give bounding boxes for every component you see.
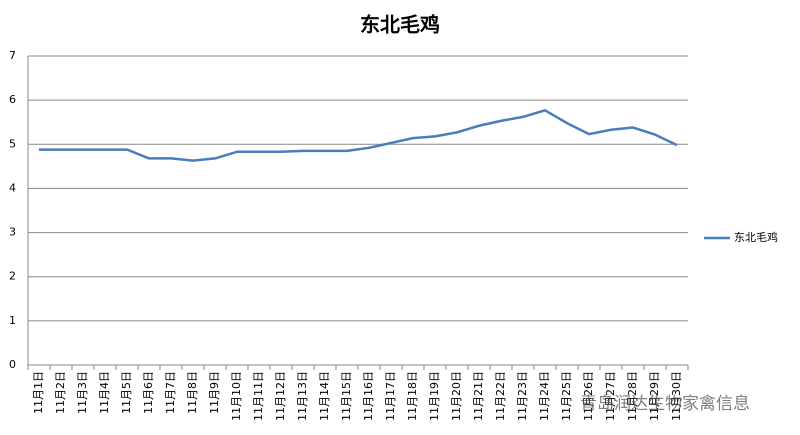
y-tick-label: 2 [9, 270, 16, 283]
x-tick-label: 11月24日 [538, 371, 551, 421]
x-tick-label: 11月28日 [626, 371, 639, 421]
y-tick-label: 5 [9, 137, 16, 150]
y-tick-label: 7 [9, 49, 16, 62]
x-tick-label: 11月16日 [362, 371, 375, 421]
x-tick-label: 11月25日 [560, 371, 573, 421]
chart-title: 东北毛鸡 [360, 13, 440, 37]
legend-label: 东北毛鸡 [734, 230, 778, 244]
x-tick-label: 11月13日 [296, 371, 309, 421]
x-tick-label: 11月29日 [648, 371, 661, 421]
x-tick-label: 11月6日 [142, 371, 155, 414]
x-tick-label: 11月3日 [76, 371, 89, 414]
x-tick-label: 11月20日 [450, 371, 463, 421]
x-tick-label: 11月4日 [98, 371, 111, 414]
x-tick-label: 11月17日 [384, 371, 397, 421]
x-tick-label: 11月14日 [318, 371, 331, 421]
x-tick-label: 11月15日 [340, 371, 353, 421]
y-tick-label: 0 [9, 358, 16, 371]
x-tick-label: 11月7日 [164, 371, 177, 414]
x-tick-label: 11月21日 [472, 371, 485, 421]
x-tick-label: 11月8日 [186, 371, 199, 414]
x-tick-label: 11月30日 [670, 371, 683, 421]
data-line [39, 109, 678, 162]
y-tick-label: 3 [9, 226, 16, 239]
x-tick-label: 11月2日 [54, 371, 67, 414]
x-tick-label: 11月9日 [208, 371, 221, 414]
x-tick-label: 11月22日 [494, 371, 507, 421]
x-tick-label: 11月5日 [120, 371, 133, 414]
x-tick-label: 11月12日 [274, 371, 287, 421]
x-tick-label: 11月23日 [516, 371, 529, 421]
x-tick-label: 11月27日 [604, 371, 617, 421]
x-tick-label: 11月26日 [582, 371, 595, 421]
x-tick-label: 11月10日 [230, 371, 243, 421]
x-tick-label: 11月11日 [252, 371, 265, 421]
y-tick-label: 4 [9, 181, 16, 194]
x-tick-label: 11月1日 [32, 371, 45, 414]
y-tick-label: 1 [9, 314, 16, 327]
x-tick-label: 11月18日 [406, 371, 419, 421]
watermark: 青岛润达生物家禽信息 [580, 394, 750, 414]
y-tick-label: 6 [9, 93, 16, 106]
x-tick-label: 11月19日 [428, 371, 441, 421]
